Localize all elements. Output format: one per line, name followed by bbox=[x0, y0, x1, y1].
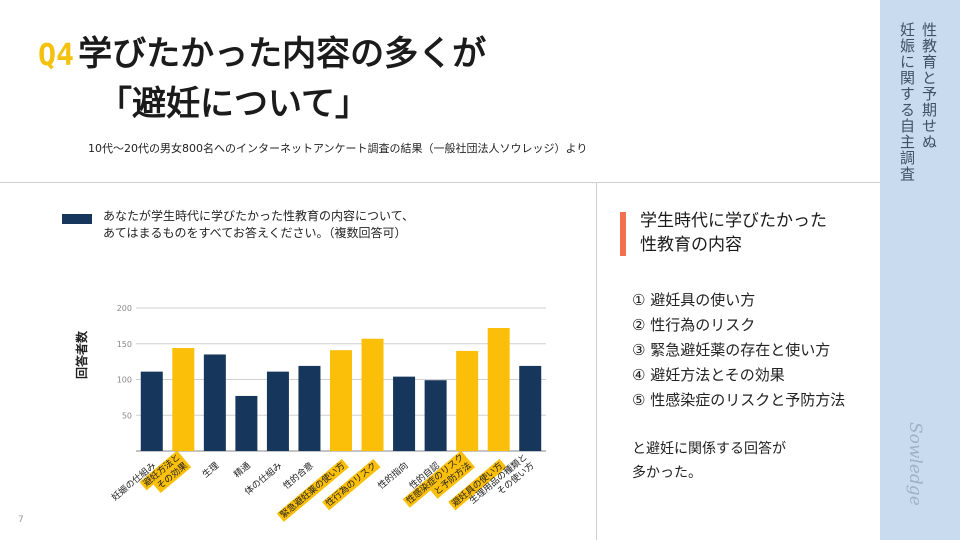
summary-title-line1: 学生時代に学びたかった bbox=[640, 211, 827, 231]
x-tick-label: 精通 bbox=[231, 459, 253, 480]
bar bbox=[266, 371, 289, 451]
bar bbox=[172, 348, 195, 451]
label-highlight bbox=[402, 450, 469, 508]
summary-title-line2: 性教育の内容 bbox=[640, 235, 742, 255]
bar bbox=[424, 380, 447, 451]
list-item: ③ 緊急避妊薬の存在と使い方 bbox=[632, 341, 831, 359]
bar bbox=[298, 365, 321, 451]
vertical-divider bbox=[596, 183, 597, 540]
conclusion-line2: 多かった。 bbox=[632, 465, 702, 481]
bar bbox=[203, 354, 226, 451]
bar bbox=[140, 371, 163, 451]
y-tick-label: 150 bbox=[117, 340, 132, 349]
x-tick-text: 精通 bbox=[231, 459, 253, 480]
chart-question-line1: あなたが学生時代に学びたかった性教育の内容について、 bbox=[103, 209, 415, 223]
bar bbox=[456, 350, 479, 451]
x-tick-label: 生理 bbox=[200, 459, 222, 480]
question-number: Q4 bbox=[38, 38, 75, 73]
y-tick-label: 200 bbox=[117, 304, 132, 313]
accent-bar bbox=[620, 212, 626, 256]
summary-title: 学生時代に学びたかった 性教育の内容 bbox=[640, 209, 827, 257]
sidebar-title: 性教育と予期せぬ 妊娠に関する自主調査 bbox=[896, 22, 940, 182]
bar bbox=[519, 365, 542, 451]
bar bbox=[330, 350, 352, 451]
source-note: 10代〜20代の男女800名へのインターネットアンケート調査の結果（一般社団法人… bbox=[88, 142, 588, 155]
title-line2: 「避妊について」 bbox=[98, 84, 369, 124]
label-highlight bbox=[322, 458, 381, 511]
chart-question-line2: あてはまるものをすべてお答えください。（複数回答可） bbox=[103, 226, 407, 240]
sowledge-logo: Sowledge bbox=[905, 422, 925, 506]
list-item: ⑤ 性感染症のリスクと予防方法 bbox=[632, 391, 846, 409]
list-item: ① 避妊具の使い方 bbox=[632, 291, 756, 309]
conclusion-line1: と避妊に関係する回答が bbox=[632, 441, 786, 457]
legend-swatch bbox=[62, 214, 92, 224]
y-axis-label: 回答者数 bbox=[74, 330, 89, 379]
y-tick-label: 100 bbox=[117, 376, 132, 385]
label-highlight bbox=[276, 458, 349, 522]
conclusion-text: と避妊に関係する回答が 多かった。 bbox=[632, 437, 786, 485]
bar bbox=[393, 376, 416, 451]
page-number: 7 bbox=[18, 515, 24, 525]
x-tick-text: 生理 bbox=[200, 459, 222, 480]
label-highlight bbox=[153, 458, 192, 494]
sidebar-title-line2: 妊娠に関する自主調査 bbox=[898, 22, 916, 182]
bar bbox=[235, 395, 258, 451]
x-tick-label: 性的指向 bbox=[375, 459, 410, 491]
list-item: ④ 避妊方法とその効果 bbox=[632, 366, 785, 384]
label-highlight bbox=[448, 458, 507, 511]
title-line1: 学びたかった内容の多くが bbox=[78, 34, 487, 74]
sidebar-title-line1: 性教育と予期せぬ bbox=[920, 22, 938, 150]
y-tick-label: 50 bbox=[122, 411, 132, 420]
label-highlight bbox=[139, 450, 185, 491]
list-item: ② 性行為のリスク bbox=[632, 316, 756, 334]
page-title: Q4 学びたかった内容の多くが 「避妊について」 bbox=[38, 30, 486, 128]
summary-list: ① 避妊具の使い方 ② 性行為のリスク ③ 緊急避妊薬の存在と使い方 ④ 避妊方… bbox=[632, 288, 845, 413]
x-tick-text: 性行為のリスク bbox=[323, 459, 379, 509]
chart-question: あなたが学生時代に学びたかった性教育の内容について、 あてはまるものをすべてお答… bbox=[103, 208, 414, 242]
x-tick-label: 性行為のリスク bbox=[322, 458, 381, 511]
x-tick-text: 性的指向 bbox=[375, 459, 410, 491]
bar bbox=[487, 328, 510, 451]
bar bbox=[361, 338, 384, 451]
horizontal-divider bbox=[0, 182, 880, 183]
sidebar-band bbox=[880, 0, 960, 540]
label-highlight bbox=[430, 458, 476, 499]
